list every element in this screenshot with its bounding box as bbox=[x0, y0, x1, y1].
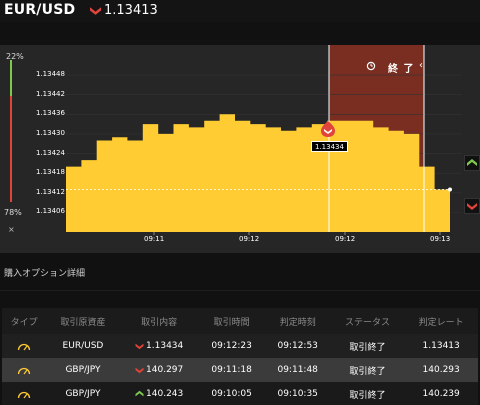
y-tick-label: 1.13418 bbox=[36, 168, 65, 177]
divider bbox=[0, 290, 480, 291]
y-tick-label: 1.13406 bbox=[36, 207, 65, 216]
header-status: ステータス bbox=[330, 308, 405, 334]
row-asset: GBP/JPY bbox=[46, 382, 120, 405]
ratio-bar-up bbox=[10, 60, 12, 96]
y-tick-label: 1.13412 bbox=[36, 187, 65, 196]
y-tick-label: 1.13442 bbox=[36, 89, 65, 98]
down-arrow-icon bbox=[467, 203, 477, 210]
header-rate: 判定レート bbox=[404, 308, 478, 334]
table-row[interactable]: EUR/USD 1.13434 09:12:23 09:12:53 取引終了 1… bbox=[2, 334, 478, 358]
up-arrow-icon bbox=[135, 390, 144, 396]
table-header-row: タイプ 取引原資産 取引内容 取引時間 判定時刻 ステータス 判定レート bbox=[2, 308, 478, 334]
ratio-bar-down bbox=[10, 96, 12, 202]
price-area-chart[interactable] bbox=[0, 0, 480, 260]
current-rate-dot bbox=[448, 187, 452, 192]
row-judge-time: 09:12:53 bbox=[264, 334, 331, 358]
orders-table: タイプ 取引原資産 取引内容 取引時間 判定時刻 ステータス 判定レート EUR… bbox=[2, 308, 478, 405]
table-row[interactable]: GBP/JPY 140.297 09:11:18 09:11:48 取引終了 1… bbox=[2, 358, 478, 382]
down-arrow-icon bbox=[135, 343, 144, 349]
row-trade-time: 09:12:23 bbox=[198, 334, 265, 358]
row-asset: GBP/JPY bbox=[46, 358, 120, 382]
row-judge-time: 09:11:48 bbox=[264, 358, 331, 382]
x-tick-label: 09:11 bbox=[144, 235, 165, 243]
section-title: 購入オプション詳細 bbox=[4, 269, 86, 279]
row-status: 取引終了 bbox=[330, 334, 405, 358]
row-judge-time: 09:10:35 bbox=[264, 382, 331, 405]
row-content: 140.243 bbox=[146, 389, 184, 399]
expiry-end-label: 終 了 bbox=[388, 64, 415, 75]
header-type: タイプ bbox=[2, 308, 47, 334]
row-content: 140.297 bbox=[146, 365, 184, 375]
timer-icon bbox=[366, 61, 376, 71]
header-asset: 取引原資産 bbox=[46, 308, 120, 334]
down-arrow-icon bbox=[135, 367, 144, 373]
close-icon[interactable]: × bbox=[8, 225, 15, 234]
header-content: 取引内容 bbox=[119, 308, 199, 334]
current-price: 1.13413 bbox=[104, 3, 158, 18]
x-tick-label: 09:12 bbox=[239, 235, 260, 243]
x-tick-label: 09:12 bbox=[335, 235, 356, 243]
row-rate: 1.13413 bbox=[404, 334, 478, 358]
up-ratio-label: 22% bbox=[6, 52, 24, 61]
x-ticks bbox=[153, 232, 441, 235]
price-area bbox=[66, 114, 450, 232]
low-button[interactable] bbox=[464, 198, 480, 214]
entry-down-marker-icon bbox=[321, 121, 335, 137]
gauge-icon bbox=[17, 367, 31, 375]
down-arrow-icon bbox=[90, 7, 101, 15]
row-rate: 140.239 bbox=[404, 382, 478, 405]
row-asset: EUR/USD bbox=[46, 334, 120, 358]
x-tick-label: 09:13 bbox=[430, 235, 451, 243]
y-tick-label: 1.13448 bbox=[36, 70, 65, 79]
row-rate: 140.293 bbox=[404, 358, 478, 382]
header-trade-time: 取引時間 bbox=[198, 308, 265, 334]
y-tick-label: 1.13424 bbox=[36, 148, 65, 157]
expiry-end-marker: ‹ bbox=[419, 60, 423, 71]
row-status: 取引終了 bbox=[330, 382, 405, 405]
down-ratio-label: 78% bbox=[4, 208, 22, 217]
table-row[interactable]: GBP/JPY 140.243 09:10:05 09:10:35 取引終了 1… bbox=[2, 382, 478, 405]
y-tick-label: 1.13430 bbox=[36, 128, 65, 137]
row-trade-time: 09:11:18 bbox=[198, 358, 265, 382]
asset-pair-title[interactable]: EUR/USD bbox=[4, 2, 76, 18]
row-status: 取引終了 bbox=[330, 358, 405, 382]
row-trade-time: 09:10:05 bbox=[198, 382, 265, 405]
y-tick-label: 1.13436 bbox=[36, 109, 65, 118]
up-arrow-icon bbox=[467, 159, 477, 166]
gauge-icon bbox=[17, 343, 31, 351]
gauge-icon bbox=[17, 391, 31, 399]
top-bar: EUR/USD 1.13413 bbox=[0, 0, 480, 22]
row-content: 1.13434 bbox=[146, 341, 184, 351]
header-judge-time: 判定時刻 bbox=[264, 308, 331, 334]
high-button[interactable] bbox=[464, 155, 480, 171]
entry-price-tag: 1.13434 bbox=[311, 141, 348, 152]
